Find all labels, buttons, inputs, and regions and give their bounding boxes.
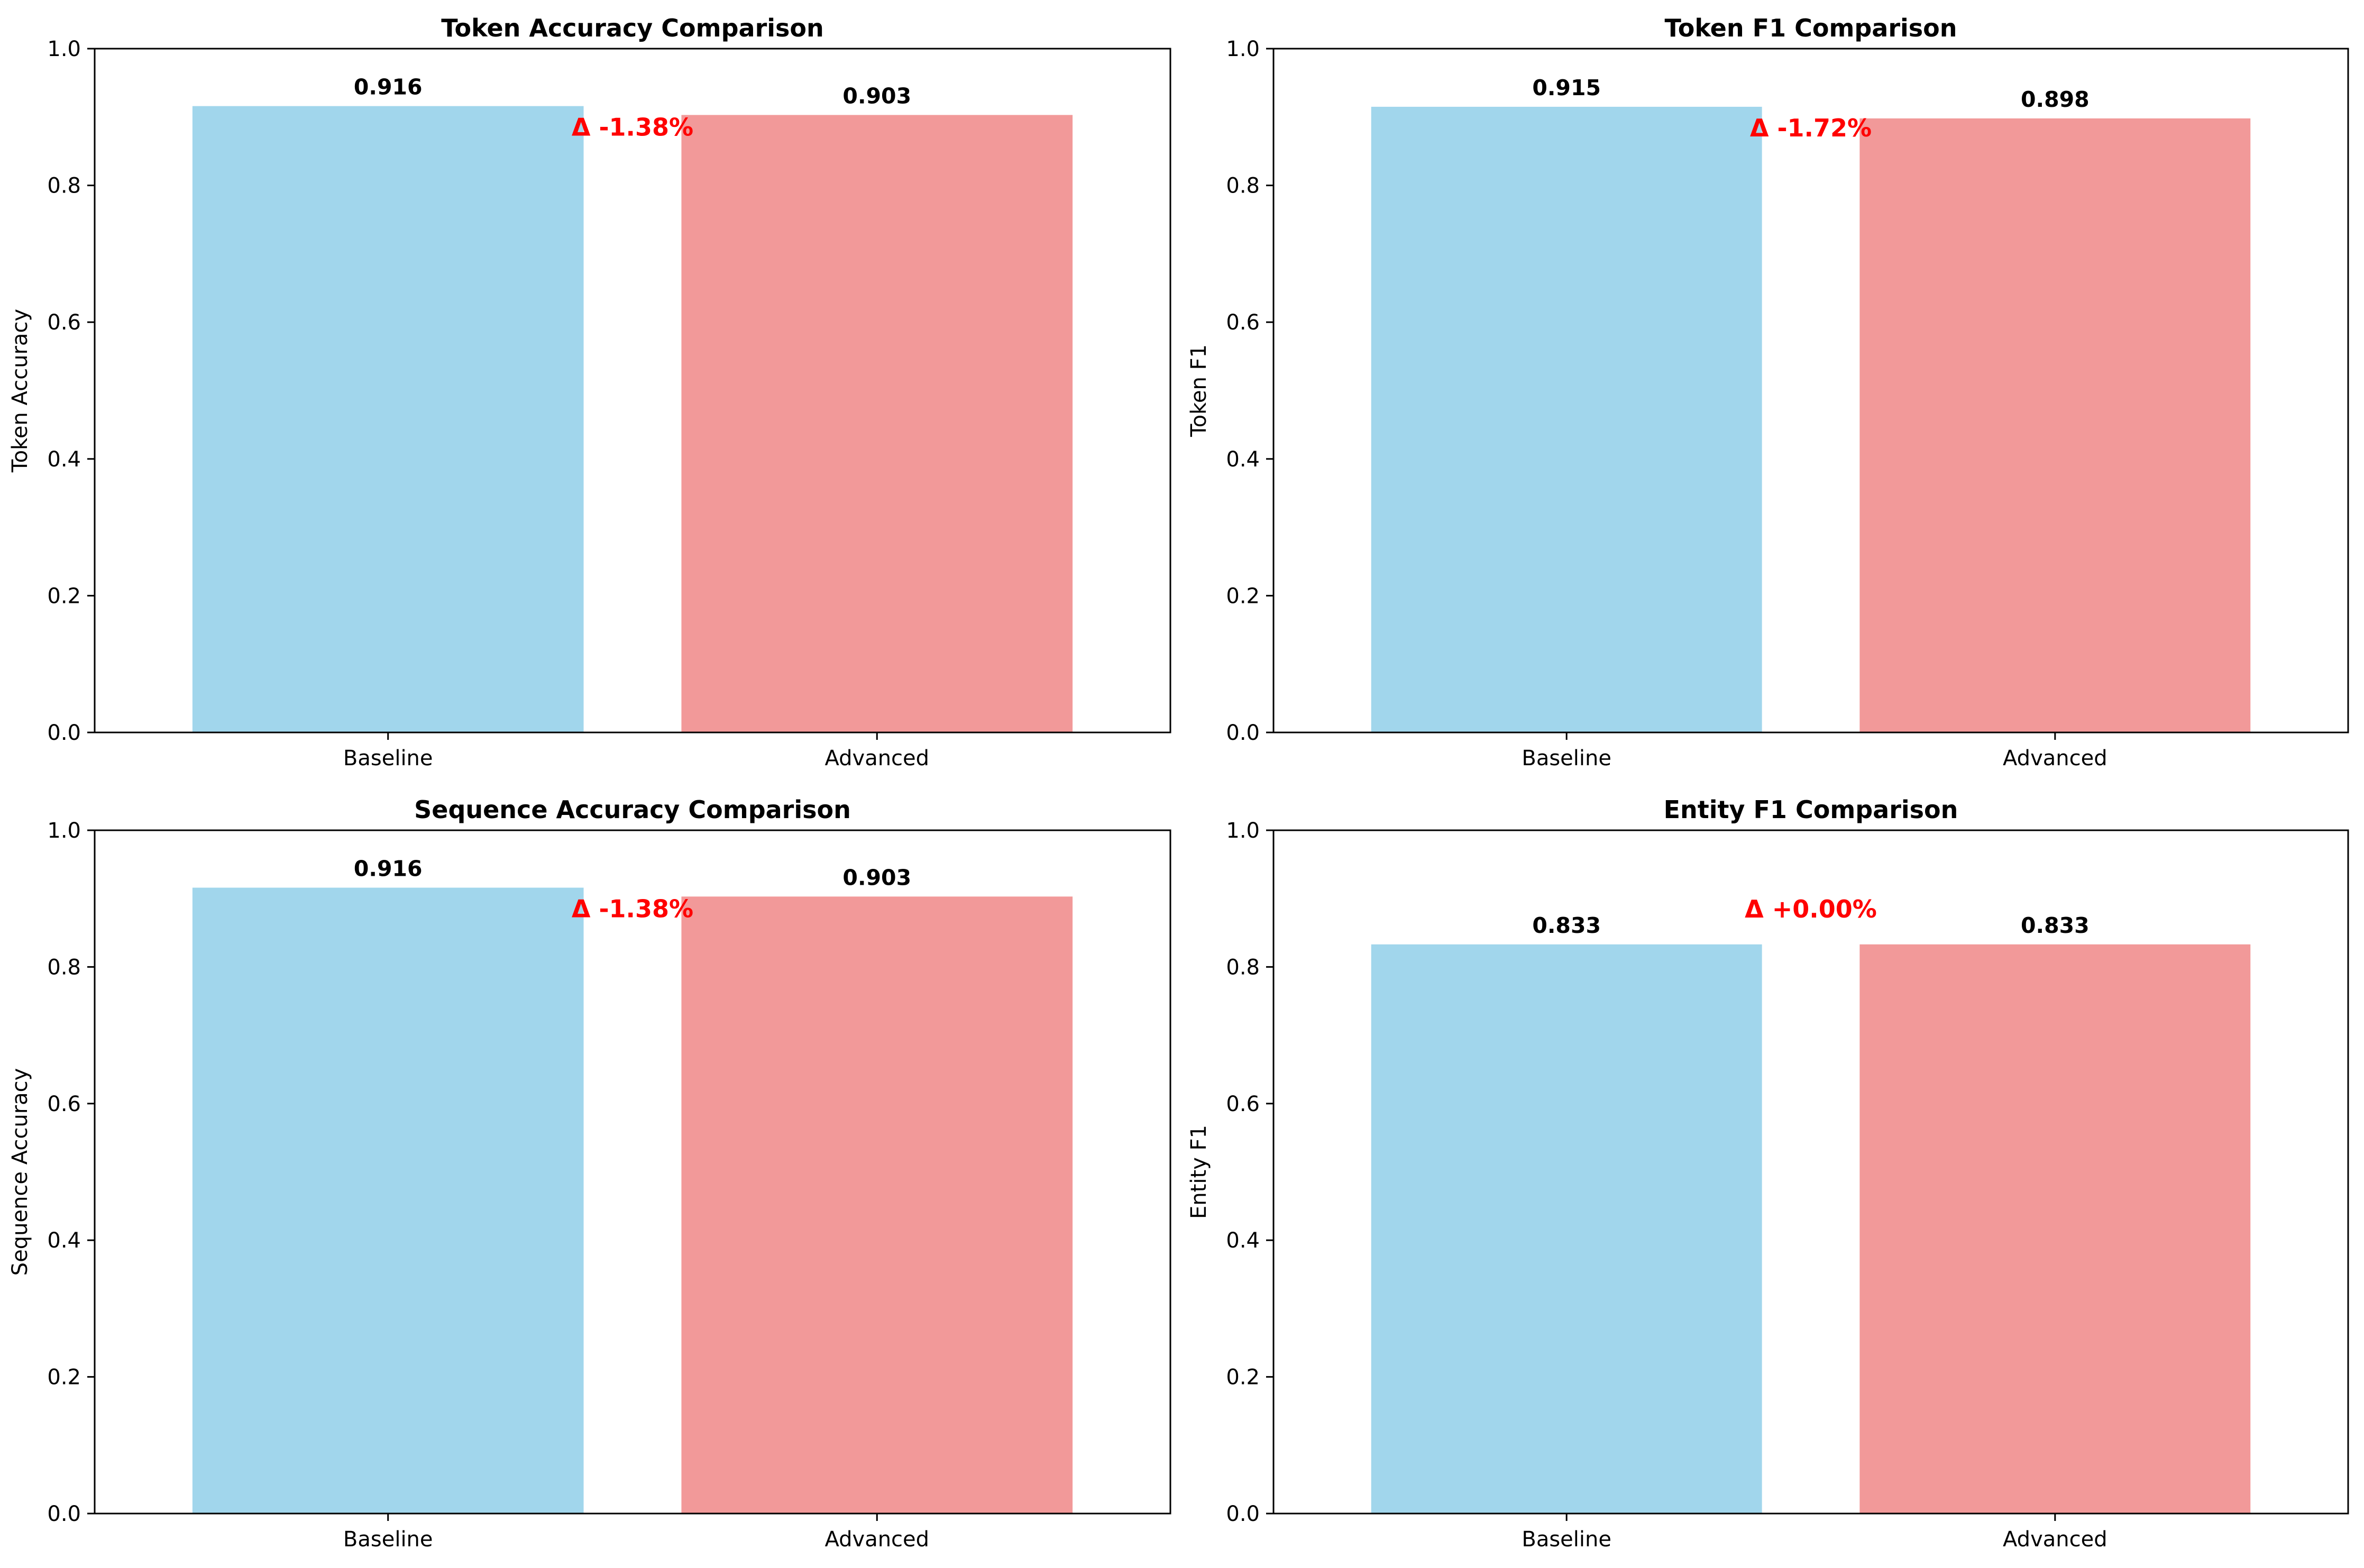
x-tick-label-baseline: Baseline — [1522, 746, 1611, 771]
y-tick-label: 0.2 — [1226, 584, 1260, 608]
y-tick-label: 0.2 — [47, 584, 81, 608]
y-tick-label: 0.4 — [1226, 447, 1260, 472]
y-axis-label: Entity F1 — [1187, 1125, 1211, 1219]
chart-title: Sequence Accuracy Comparison — [414, 795, 851, 824]
value-label-advanced: 0.833 — [2021, 913, 2090, 938]
y-tick-label: 1.0 — [47, 819, 81, 843]
y-tick-label: 0.4 — [1226, 1228, 1260, 1253]
chart-panel-3: 0.916 0.903 Δ -1.38% 0.0 0.2 0.4 0.6 0.8 1.0 Base… — [8, 795, 1171, 1552]
bar-advanced — [681, 115, 1073, 732]
y-axis-label: Token F1 — [1187, 344, 1211, 437]
axes-frame — [94, 829, 1171, 1515]
y-tick-label: 1.0 — [1226, 819, 1260, 843]
chart-panel-2: 0.915 0.898 Δ -1.72% 0.0 0.2 0.4 0.6 0.8 1.0 Base… — [1187, 14, 2349, 771]
y-tick-label: 0.8 — [47, 955, 81, 979]
y-tick-label: 0.0 — [47, 721, 81, 745]
y-axis-label: Token Accuracy — [8, 309, 32, 473]
value-label-advanced: 0.903 — [842, 865, 911, 890]
x-tick-label-advanced: Advanced — [2003, 746, 2108, 771]
axes-frame — [94, 48, 1171, 733]
y-tick-label: 0.6 — [47, 310, 81, 335]
x-tick-label-baseline: Baseline — [343, 1527, 433, 1552]
bar-baseline — [1371, 944, 1762, 1514]
axes-frame — [1272, 48, 2349, 733]
value-label-baseline: 0.916 — [354, 856, 423, 882]
delta-annotation: Δ -1.38% — [572, 113, 693, 142]
delta-annotation: Δ -1.38% — [572, 895, 693, 923]
y-tick-label: 0.6 — [47, 1092, 81, 1116]
bar-advanced — [1859, 118, 2251, 733]
y-tick-label: 0.0 — [47, 1502, 81, 1526]
x-tick-label-baseline: Baseline — [343, 746, 433, 771]
y-tick-label: 0.2 — [1226, 1365, 1260, 1390]
chart-title: Token F1 Comparison — [1664, 14, 1957, 42]
value-label-advanced: 0.898 — [2021, 87, 2090, 112]
value-label-baseline: 0.915 — [1532, 75, 1601, 100]
value-label-advanced: 0.903 — [842, 83, 911, 108]
y-tick-label: 0.0 — [1226, 1502, 1260, 1526]
bar-baseline — [1371, 106, 1762, 732]
bar-advanced — [1859, 944, 2251, 1514]
value-label-baseline: 0.833 — [1532, 913, 1601, 938]
delta-annotation: Δ +0.00% — [1745, 895, 1877, 923]
x-tick-label-advanced: Advanced — [824, 1527, 929, 1552]
chart-panel-1: 0.916 0.903 Δ -1.38% 0.0 0.2 0.4 0.6 0.8 1.0 Base… — [8, 14, 1171, 771]
y-tick-label: 0.6 — [1226, 1092, 1260, 1116]
bar-advanced — [681, 896, 1073, 1514]
x-tick-label-baseline: Baseline — [1522, 1527, 1611, 1552]
y-axis-label: Sequence Accuracy — [8, 1068, 32, 1276]
chart-title: Entity F1 Comparison — [1664, 795, 1958, 824]
y-tick-label: 0.8 — [47, 174, 81, 198]
y-tick-label: 1.0 — [47, 37, 81, 61]
y-tick-label: 0.6 — [1226, 310, 1260, 335]
y-tick-label: 0.0 — [1226, 721, 1260, 745]
y-tick-label: 0.2 — [47, 1365, 81, 1390]
x-tick-label-advanced: Advanced — [824, 746, 929, 771]
bar-baseline — [192, 106, 584, 732]
axes-frame — [1272, 829, 2349, 1515]
chart-title: Token Accuracy Comparison — [441, 14, 824, 42]
y-tick-label: 0.8 — [1226, 174, 1260, 198]
y-tick-label: 1.0 — [1226, 37, 1260, 61]
chart-panel-4: 0.833 0.833 Δ +0.00% 0.0 0.2 0.4 0.6 0.8 1.0 Base… — [1187, 795, 2349, 1552]
bar-baseline — [192, 887, 584, 1514]
y-tick-label: 0.4 — [47, 447, 81, 472]
y-tick-label: 0.4 — [47, 1228, 81, 1253]
value-label-baseline: 0.916 — [354, 75, 423, 100]
x-tick-label-advanced: Advanced — [2003, 1527, 2108, 1552]
delta-annotation: Δ -1.72% — [1750, 114, 1872, 142]
y-tick-label: 0.8 — [1226, 955, 1260, 979]
